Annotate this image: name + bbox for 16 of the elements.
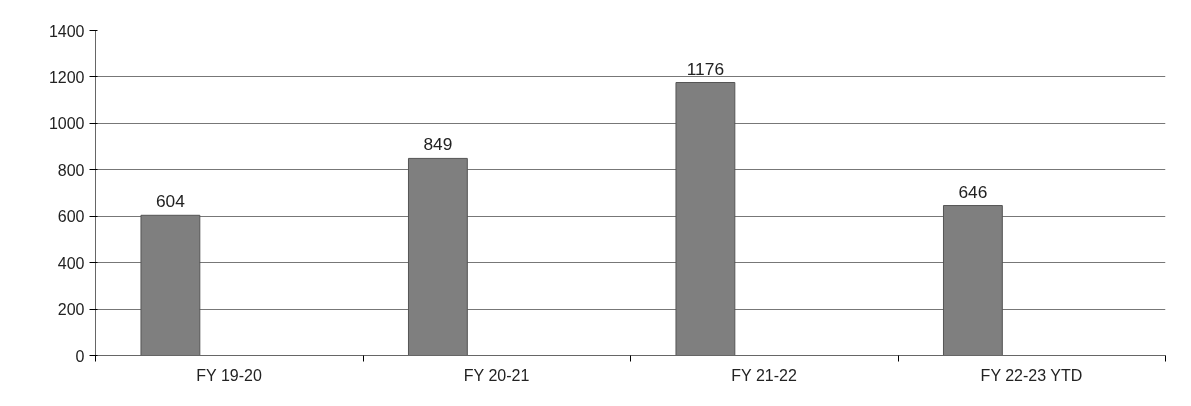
- y-tick-label: 400: [57, 254, 85, 272]
- data-label: 604: [155, 191, 186, 212]
- y-tick-label: 600: [57, 208, 85, 226]
- y-tick-label: 200: [57, 301, 85, 319]
- x-tick-label: FY 21-22: [731, 366, 797, 384]
- y-tick-label: 1200: [48, 68, 85, 86]
- y-tick-label: 800: [57, 161, 85, 179]
- y-tick-label: 1400: [48, 22, 85, 40]
- data-label: 646: [958, 181, 988, 202]
- data-label: 1176: [686, 58, 725, 79]
- x-tick-label: FY 22-23 YTD: [980, 366, 1083, 384]
- x-tick-label: FY 20-21: [463, 366, 530, 384]
- y-tick-label: 0: [75, 347, 85, 365]
- x-tick-label: FY 19-20: [196, 366, 262, 384]
- data-label: 849: [423, 134, 453, 155]
- y-tick-label: 1000: [48, 115, 85, 133]
